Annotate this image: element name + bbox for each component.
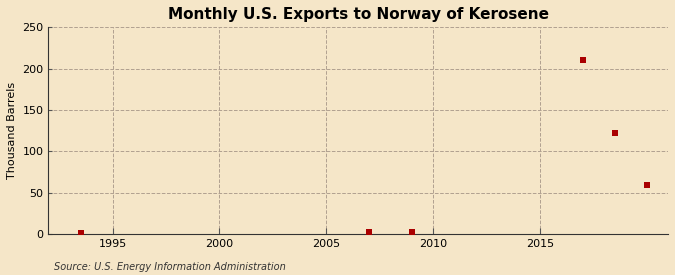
Point [641,183,652,187]
Text: Source: U.S. Energy Information Administration: Source: U.S. Energy Information Administ… [54,262,286,272]
Y-axis label: Thousand Barrels: Thousand Barrels [7,82,17,179]
Point [364,230,375,235]
Point [406,230,417,235]
Point [75,231,86,235]
Point [577,58,588,62]
Point [610,131,620,135]
Title: Monthly U.S. Exports to Norway of Kerosene: Monthly U.S. Exports to Norway of Kerose… [168,7,549,22]
